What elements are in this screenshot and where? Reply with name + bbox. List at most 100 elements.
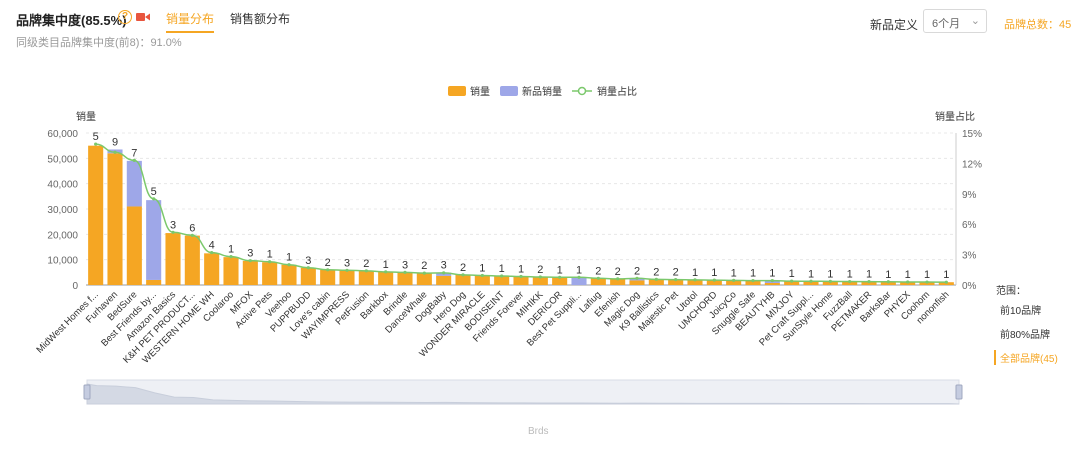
bar-sales <box>204 253 220 285</box>
data-label: 1 <box>808 268 814 280</box>
data-label: 9 <box>112 136 118 148</box>
data-label: 4 <box>209 240 215 252</box>
y-tick-label: 60,000 <box>47 129 78 140</box>
select-value: 6个月 <box>932 18 961 30</box>
legend-marker <box>577 86 587 96</box>
bar-sales <box>784 281 800 285</box>
ratio-point <box>422 271 426 275</box>
ratio-point <box>751 279 755 283</box>
range-top80[interactable]: 前80%品牌 <box>1000 330 1051 341</box>
data-label: 2 <box>460 262 466 274</box>
ratio-point <box>558 275 562 279</box>
ratio-point <box>790 279 794 283</box>
bar-sales <box>88 145 104 285</box>
ratio-point <box>906 280 910 284</box>
data-label: 1 <box>692 267 698 279</box>
ratio-point <box>94 142 98 146</box>
zoom-handle-left <box>83 384 91 400</box>
data-label: 1 <box>769 268 775 280</box>
data-label: 1 <box>866 269 872 281</box>
data-label: 3 <box>441 260 447 272</box>
ratio-point <box>132 158 136 162</box>
ratio-point <box>828 279 832 283</box>
data-label: 1 <box>576 264 582 276</box>
bar-sales <box>436 275 452 285</box>
bar-sales <box>494 276 510 285</box>
data-label: 1 <box>731 267 737 279</box>
bar-sales <box>126 206 142 285</box>
bar-sales <box>184 235 200 285</box>
y-tick-label: 50,000 <box>47 154 78 165</box>
subtitle: 同级类目品牌集中度(前8)：91.0% <box>16 37 182 49</box>
ratio-point <box>886 280 890 284</box>
legend-label: 销量占比 <box>597 85 637 98</box>
ratio-point <box>519 274 523 279</box>
range-title: 范围： <box>996 286 1026 297</box>
bar-sales <box>629 280 645 285</box>
ratio-point <box>287 263 291 267</box>
bar-sales <box>822 281 838 285</box>
data-label: 2 <box>325 257 331 269</box>
range-all[interactable]: 全部品牌(45) <box>994 350 1058 365</box>
data-label: 3 <box>170 219 176 231</box>
data-label: 1 <box>286 252 292 264</box>
ratio-point <box>732 278 736 282</box>
bar-sales <box>590 278 606 285</box>
bar-sales <box>668 279 684 285</box>
legend-label: 销量 <box>470 85 490 98</box>
range-top10[interactable]: 前10品牌 <box>1000 306 1042 317</box>
page-title: 品牌集中度(85.5%) <box>16 13 127 28</box>
data-label: 2 <box>673 267 679 279</box>
data-label: 3 <box>247 248 253 260</box>
data-label: 1 <box>827 268 833 280</box>
y-tick-label: 40,000 <box>47 180 78 191</box>
data-label: 2 <box>653 266 659 278</box>
ratio-point <box>538 275 542 279</box>
ratio-point <box>635 276 639 280</box>
ratio-point <box>152 197 156 201</box>
data-label: 1 <box>479 262 485 274</box>
ratio-point <box>500 274 504 278</box>
bar-sales <box>842 281 858 285</box>
tab-sales-amount[interactable]: 销售额分布 <box>230 12 291 26</box>
ratio-point <box>113 150 117 154</box>
bar-new-sales <box>146 200 162 280</box>
data-label: 2 <box>595 265 601 277</box>
bar-new-sales <box>126 160 142 207</box>
bar-sales <box>107 153 123 285</box>
bar-sales <box>455 274 471 285</box>
tab-sales-volume[interactable]: 销量分布 <box>166 10 215 33</box>
bar-sales <box>880 281 896 285</box>
bar-sales <box>358 271 374 285</box>
bar-sales <box>300 267 316 285</box>
bar-sales <box>552 277 568 285</box>
ratio-point <box>268 260 272 264</box>
video-icon[interactable] <box>136 12 150 22</box>
ratio-point <box>229 255 233 259</box>
ratio-point <box>248 259 252 263</box>
new-product-def-select[interactable]: 6个月 ⌄ <box>923 9 987 33</box>
y-right-tick-label: 6% <box>962 220 977 231</box>
data-label: 5 <box>151 186 157 198</box>
ratio-point <box>712 278 716 282</box>
data-label: 1 <box>518 263 524 275</box>
bar-sales <box>764 282 780 285</box>
ratio-point <box>442 271 446 275</box>
ratio-point <box>596 276 600 280</box>
ratio-point <box>654 277 658 281</box>
data-label: 5 <box>93 131 99 143</box>
bar-sales <box>146 279 162 285</box>
bar-sales <box>474 275 490 285</box>
data-label: 2 <box>615 266 621 278</box>
legend-label: 新品销量 <box>522 85 562 98</box>
data-label: 2 <box>421 260 427 272</box>
help-icon[interactable]: ? <box>118 10 132 24</box>
y-right-axis-title: 销量占比 <box>935 110 975 123</box>
bar-new-sales <box>571 277 587 285</box>
bar-sales <box>803 281 819 285</box>
bar-sales <box>513 276 529 285</box>
ratio-point <box>809 279 813 283</box>
new-product-def-label: 新品定义 <box>870 18 919 32</box>
data-label: 2 <box>634 265 640 277</box>
